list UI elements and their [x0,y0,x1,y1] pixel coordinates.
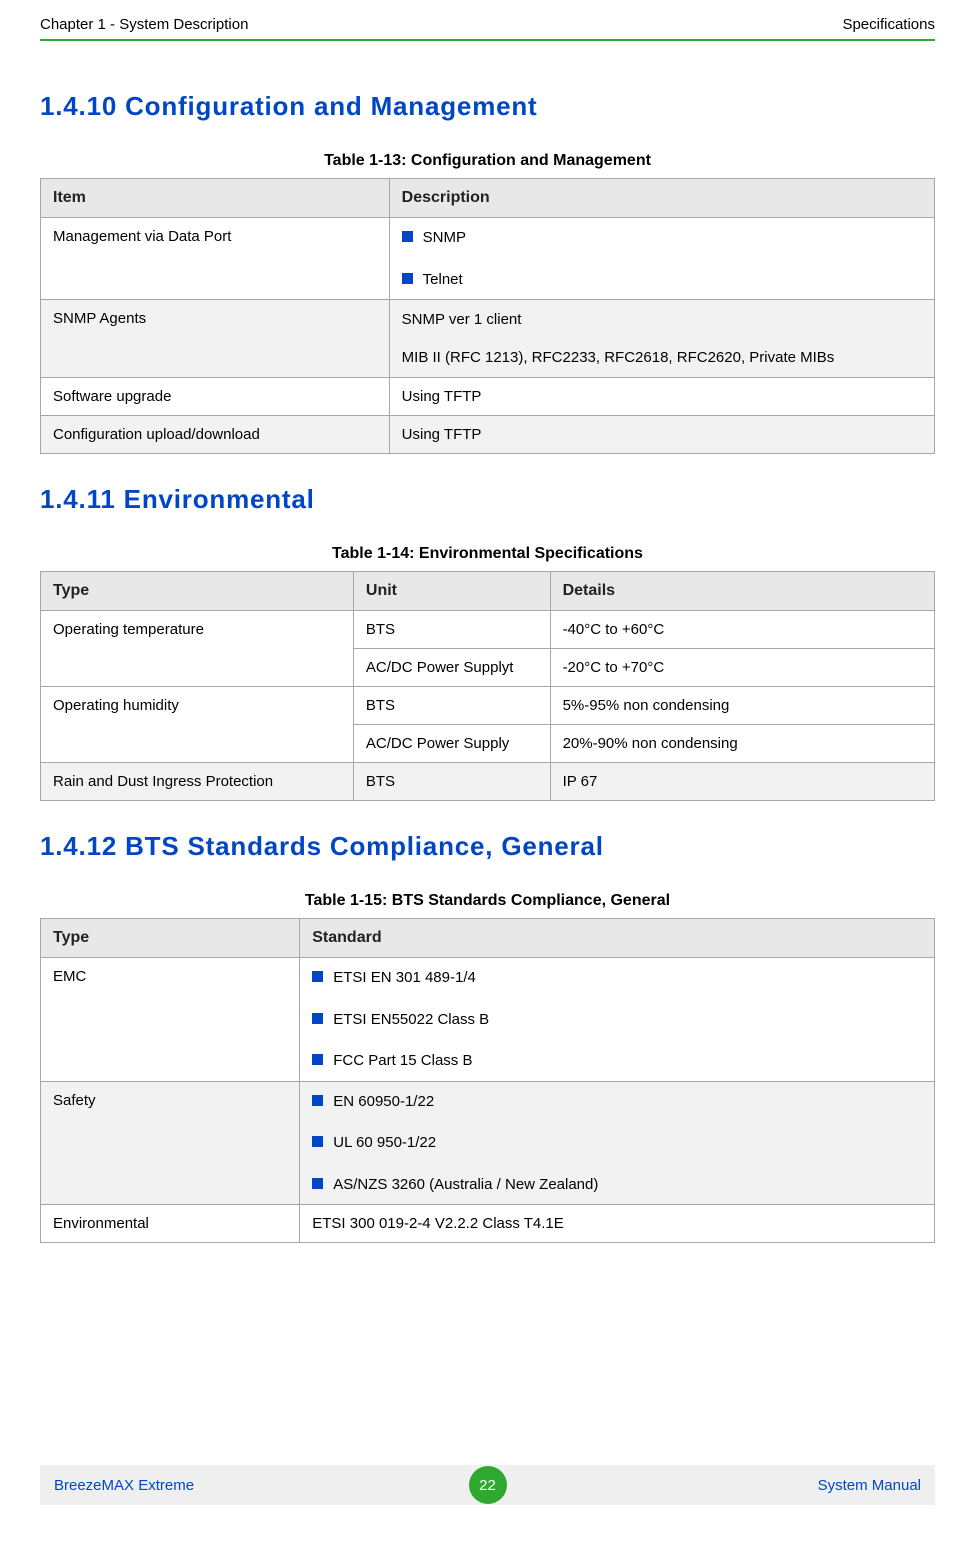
cell: ETSI EN 301 489-1/4 ETSI EN55022 Class B… [300,958,935,1082]
bullet-item: ETSI EN55022 Class B [312,1010,922,1030]
th-unit: Unit [353,572,550,611]
cell: BTS [353,611,550,649]
cell: -40°C to +60°C [550,611,934,649]
table-row: Rain and Dust Ingress Protection BTS IP … [41,763,935,801]
cell: EN 60950-1/22 UL 60 950-1/22 AS/NZS 3260… [300,1081,935,1205]
cell-line: MIB II (RFC 1213), RFC2233, RFC2618, RFC… [402,348,922,368]
page-footer: BreezeMAX Extreme 22 System Manual [40,1465,935,1505]
square-bullet-icon [402,231,413,242]
table-row: SNMP Agents SNMP ver 1 client MIB II (RF… [41,300,935,378]
th-type: Type [41,919,300,958]
th-item: Item [41,179,390,218]
table-caption-15: Table 1-15: BTS Standards Compliance, Ge… [40,892,935,910]
cell: SNMP Telnet [389,218,934,300]
footer-left: BreezeMAX Extreme [54,1477,194,1494]
page-number-badge: 22 [469,1466,507,1504]
header-right: Specifications [842,16,935,33]
bullet-item: ETSI EN 301 489-1/4 [312,968,922,988]
square-bullet-icon [312,971,323,982]
content: 1.4.10 Configuration and Management Tabl… [0,71,975,1445]
bullet-text: Telnet [423,270,463,290]
bullet-text: ETSI EN 301 489-1/4 [333,968,476,988]
cell: Operating temperature [41,611,354,687]
table-row: EMC ETSI EN 301 489-1/4 ETSI EN55022 Cla… [41,958,935,1082]
section-heading-config: 1.4.10 Configuration and Management [40,91,935,122]
table-row: Management via Data Port SNMP Telnet [41,218,935,300]
section-heading-standards: 1.4.12 BTS Standards Compliance, General [40,831,935,862]
square-bullet-icon [312,1178,323,1189]
cell: BTS [353,687,550,725]
cell: Configuration upload/download [41,416,390,454]
bullet-item: FCC Part 15 Class B [312,1051,922,1071]
header-left: Chapter 1 - System Description [40,16,248,33]
th-details: Details [550,572,934,611]
table-15: Type Standard EMC ETSI EN 301 489-1/4 ET… [40,918,935,1243]
cell: -20°C to +70°C [550,649,934,687]
bullet-text: ETSI EN55022 Class B [333,1010,489,1030]
table-row: Environmental ETSI 300 019-2-4 V2.2.2 Cl… [41,1205,935,1243]
table-row: Operating humidity BTS 5%-95% non conden… [41,687,935,725]
table-14: Type Unit Details Operating temperature … [40,571,935,801]
cell: Operating humidity [41,687,354,763]
cell: SNMP Agents [41,300,390,378]
footer-right: System Manual [818,1477,921,1494]
cell-line: SNMP ver 1 client [402,310,922,330]
cell: Environmental [41,1205,300,1243]
cell: Rain and Dust Ingress Protection [41,763,354,801]
bullet-item: Telnet [402,270,922,290]
square-bullet-icon [312,1013,323,1024]
cell: Using TFTP [389,416,934,454]
cell: ETSI 300 019-2-4 V2.2.2 Class T4.1E [300,1205,935,1243]
cell: 20%-90% non condensing [550,725,934,763]
bullet-text: UL 60 950-1/22 [333,1133,436,1153]
cell: Safety [41,1081,300,1205]
cell: BTS [353,763,550,801]
bullet-item: AS/NZS 3260 (Australia / New Zealand) [312,1175,922,1195]
bullet-text: AS/NZS 3260 (Australia / New Zealand) [333,1175,598,1195]
bullet-text: EN 60950-1/22 [333,1092,434,1112]
table-caption-13: Table 1-13: Configuration and Management [40,152,935,170]
square-bullet-icon [402,273,413,284]
cell: 5%-95% non condensing [550,687,934,725]
table-row: Operating temperature BTS -40°C to +60°C [41,611,935,649]
header-rule [40,39,935,41]
bullet-item: UL 60 950-1/22 [312,1133,922,1153]
th-type: Type [41,572,354,611]
bullet-text: SNMP [423,228,466,248]
table-13: Item Description Management via Data Por… [40,178,935,454]
cell: AC/DC Power Supplyt [353,649,550,687]
page-header: Chapter 1 - System Description Specifica… [0,0,975,39]
cell: Using TFTP [389,378,934,416]
table-row: Software upgrade Using TFTP [41,378,935,416]
section-heading-environmental: 1.4.11 Environmental [40,484,935,515]
cell: AC/DC Power Supply [353,725,550,763]
bullet-item: EN 60950-1/22 [312,1092,922,1112]
cell: Management via Data Port [41,218,390,300]
th-standard: Standard [300,919,935,958]
bullet-item: SNMP [402,228,922,248]
table-row: Safety EN 60950-1/22 UL 60 950-1/22 AS/N… [41,1081,935,1205]
cell: IP 67 [550,763,934,801]
cell: SNMP ver 1 client MIB II (RFC 1213), RFC… [389,300,934,378]
table-caption-14: Table 1-14: Environmental Specifications [40,545,935,563]
square-bullet-icon [312,1095,323,1106]
square-bullet-icon [312,1054,323,1065]
cell: EMC [41,958,300,1082]
th-description: Description [389,179,934,218]
bullet-text: FCC Part 15 Class B [333,1051,472,1071]
table-row: Configuration upload/download Using TFTP [41,416,935,454]
square-bullet-icon [312,1136,323,1147]
cell: Software upgrade [41,378,390,416]
